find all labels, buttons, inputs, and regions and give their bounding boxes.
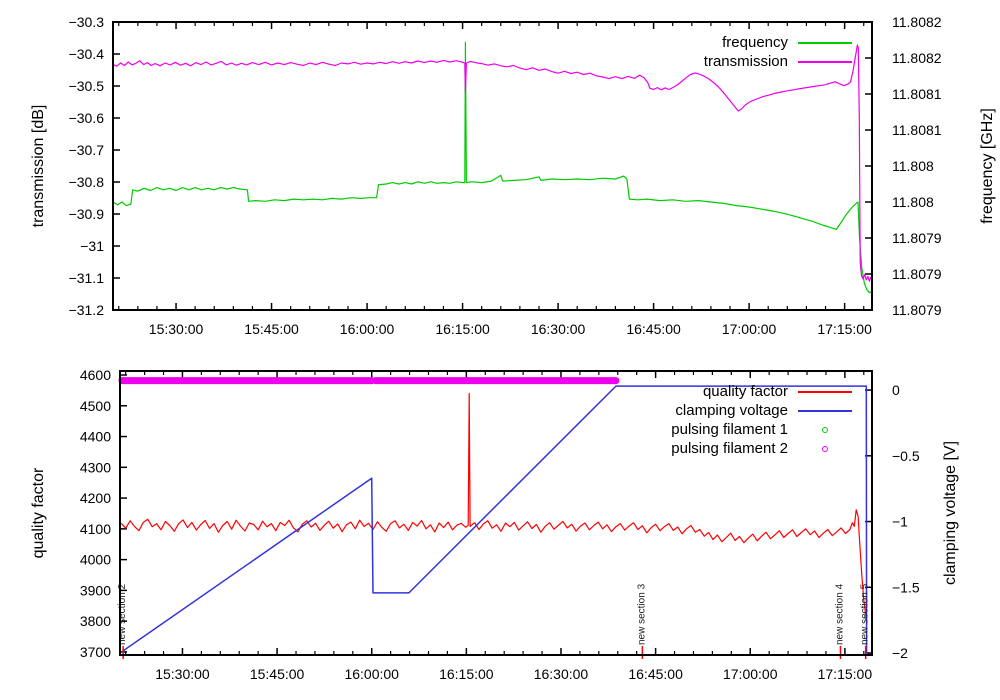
svg-text:16:15:00: 16:15:00 <box>435 321 490 337</box>
svg-text:4200: 4200 <box>80 490 111 506</box>
svg-text:16:15:00: 16:15:00 <box>439 666 494 682</box>
legend-item-transmission: transmission <box>704 52 852 71</box>
svg-text:17:15:00: 17:15:00 <box>818 666 873 682</box>
svg-text:11.8081: 11.8081 <box>892 122 942 138</box>
svg-text:−30.7: −30.7 <box>69 142 105 158</box>
svg-text:4000: 4000 <box>80 552 111 568</box>
svg-text:16:30:00: 16:30:00 <box>534 666 589 682</box>
svg-text:16:45:00: 16:45:00 <box>626 321 681 337</box>
bottom-right-axis-title: clamping voltage [V] <box>942 440 959 586</box>
svg-text:16:00:00: 16:00:00 <box>344 666 399 682</box>
legend-label: pulsing filament 2 <box>671 440 788 457</box>
top-left-axis-title: transmission [dB] <box>30 104 47 228</box>
svg-text:−1.5: −1.5 <box>892 579 920 595</box>
svg-text:0: 0 <box>892 382 900 398</box>
legend-label: transmission <box>703 53 788 70</box>
svg-text:new section 4: new section 4 <box>834 583 845 645</box>
svg-text:4300: 4300 <box>80 459 111 475</box>
legend-item-frequency: frequency <box>704 33 852 52</box>
svg-text:11.8079: 11.8079 <box>892 230 942 246</box>
svg-text:3800: 3800 <box>80 613 111 629</box>
line-sample-icon <box>798 385 852 399</box>
svg-text:16:30:00: 16:30:00 <box>531 321 586 337</box>
svg-text:−30.6: −30.6 <box>69 110 105 126</box>
top-legend: frequency transmission <box>704 33 852 71</box>
svg-text:−31.1: −31.1 <box>69 270 105 286</box>
svg-text:11.8081: 11.8081 <box>892 86 942 102</box>
svg-text:−30.5: −30.5 <box>69 78 105 94</box>
svg-text:17:00:00: 17:00:00 <box>722 321 777 337</box>
svg-text:−31.2: −31.2 <box>69 302 105 318</box>
circle-marker-icon <box>798 442 852 456</box>
legend-label: clamping voltage <box>675 402 788 419</box>
svg-text:3700: 3700 <box>80 644 111 660</box>
legend-item-quality-factor: quality factor <box>671 382 852 401</box>
svg-text:−0.5: −0.5 <box>892 448 920 464</box>
svg-text:−1: −1 <box>892 514 908 530</box>
svg-text:11.8079: 11.8079 <box>892 302 942 318</box>
svg-text:16:45:00: 16:45:00 <box>628 666 683 682</box>
svg-text:−30.8: −30.8 <box>69 174 105 190</box>
svg-text:15:45:00: 15:45:00 <box>250 666 305 682</box>
svg-text:11.8082: 11.8082 <box>892 14 942 30</box>
svg-text:−30.4: −30.4 <box>69 46 105 62</box>
svg-text:−2: −2 <box>892 645 908 661</box>
svg-text:11.8082: 11.8082 <box>892 50 942 66</box>
bottom-legend: quality factor clamping voltage pulsing … <box>671 382 852 458</box>
svg-text:4400: 4400 <box>80 429 111 445</box>
svg-text:11.8079: 11.8079 <box>892 266 942 282</box>
line-sample-icon <box>798 55 852 69</box>
line-sample-icon <box>798 404 852 418</box>
legend-label: frequency <box>722 34 788 51</box>
svg-text:new section 5: new section 5 <box>860 583 871 645</box>
svg-text:15:30:00: 15:30:00 <box>149 321 204 337</box>
svg-text:−31: −31 <box>80 238 104 254</box>
legend-item-pulsing-filament-1: pulsing filament 1 <box>671 420 852 439</box>
svg-text:15:30:00: 15:30:00 <box>155 666 210 682</box>
legend-item-clamping-voltage: clamping voltage <box>671 401 852 420</box>
svg-text:−30.3: −30.3 <box>69 14 105 30</box>
svg-text:4500: 4500 <box>80 398 111 414</box>
svg-text:4100: 4100 <box>80 521 111 537</box>
svg-text:3900: 3900 <box>80 582 111 598</box>
legend-label: quality factor <box>702 383 788 400</box>
legend-label: pulsing filament 1 <box>671 421 788 438</box>
top-right-axis-title: frequency [GHz] <box>979 108 996 224</box>
svg-text:17:15:00: 17:15:00 <box>817 321 872 337</box>
legend-item-pulsing-filament-2: pulsing filament 2 <box>671 439 852 458</box>
svg-text:new section 2: new section 2 <box>117 583 128 645</box>
svg-text:11.808: 11.808 <box>892 158 934 174</box>
line-sample-icon <box>798 36 852 50</box>
svg-text:15:45:00: 15:45:00 <box>244 321 299 337</box>
bottom-left-axis-title: quality factor <box>30 467 47 559</box>
svg-text:−30.9: −30.9 <box>69 206 105 222</box>
svg-text:4600: 4600 <box>80 367 111 383</box>
circle-marker-icon <box>798 423 852 437</box>
svg-text:new section 3: new section 3 <box>636 583 647 645</box>
svg-text:17:00:00: 17:00:00 <box>723 666 778 682</box>
svg-text:11.808: 11.808 <box>892 194 934 210</box>
svg-text:16:00:00: 16:00:00 <box>340 321 395 337</box>
